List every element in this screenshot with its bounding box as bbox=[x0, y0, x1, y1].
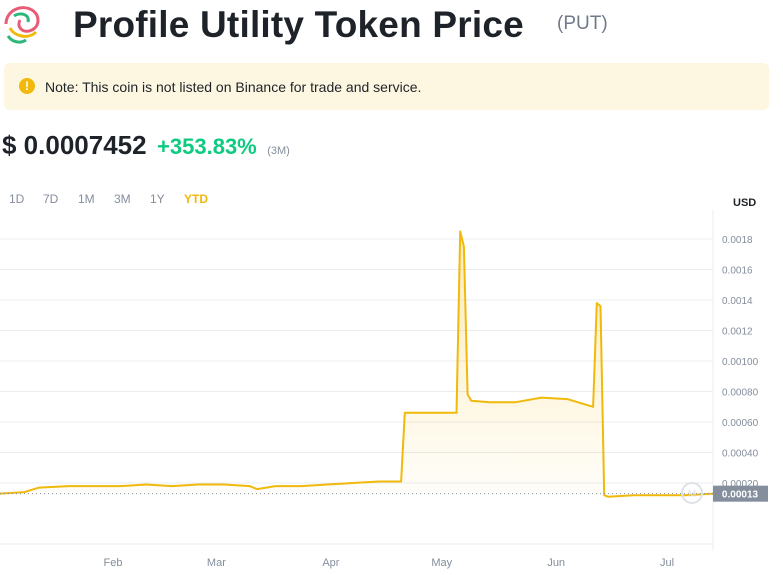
tab-3m[interactable]: 3M bbox=[114, 192, 131, 206]
tab-1m[interactable]: 1M bbox=[78, 192, 95, 206]
current-price: $ 0.0007452 bbox=[2, 130, 147, 160]
y-tick-label: 0.0016 bbox=[722, 266, 753, 277]
x-tick-label: May bbox=[431, 557, 452, 569]
tab-ytd[interactable]: YTD bbox=[184, 192, 208, 206]
watermark-icon: M bbox=[681, 482, 703, 504]
price-chart[interactable]: 0.00020 0.00040 0.00060 0.00080 0.00100 0.001… bbox=[0, 210, 783, 575]
current-price-badge bbox=[713, 485, 768, 502]
price-line bbox=[0, 230, 713, 498]
tab-1y[interactable]: 1Y bbox=[150, 192, 165, 206]
price-row: $ 0.0007452 +353.83% (3M) bbox=[2, 130, 290, 161]
page-header: Profile Utility Token Price (PUT) bbox=[0, 0, 783, 52]
x-tick-label: Jul bbox=[660, 557, 674, 569]
y-tick-label: 0.00100 bbox=[722, 357, 759, 368]
y-tick-label: 0.00040 bbox=[722, 449, 759, 460]
note-text: Note: This coin is not listed on Binance… bbox=[45, 79, 422, 95]
x-tick-label: Mar bbox=[207, 557, 226, 569]
y-tick-label: 0.00020 bbox=[722, 479, 759, 490]
token-symbol: (PUT) bbox=[557, 13, 608, 34]
y-tick-label: 0.0014 bbox=[722, 296, 753, 307]
x-tick-label: Jun bbox=[547, 557, 565, 569]
y-tick-label: 0.0018 bbox=[722, 235, 753, 246]
currency-label: USD bbox=[733, 197, 757, 209]
y-tick-label: 0.00060 bbox=[722, 418, 759, 429]
page-title: Profile Utility Token Price bbox=[73, 4, 524, 45]
y-tick-label: 0.0012 bbox=[722, 327, 753, 338]
x-tick-label: Feb bbox=[104, 557, 123, 569]
tab-7d[interactable]: 7D bbox=[43, 192, 59, 206]
price-area bbox=[0, 231, 713, 497]
change-period: (3M) bbox=[267, 145, 290, 157]
exclamation-icon: ! bbox=[19, 78, 35, 94]
price-change: +353.83% bbox=[157, 134, 257, 159]
listing-note-banner: ! Note: This coin is not listed on Binan… bbox=[4, 63, 769, 110]
current-price-label: 0.00013 bbox=[722, 490, 759, 501]
svg-text:M: M bbox=[688, 489, 696, 500]
tab-1d[interactable]: 1D bbox=[9, 192, 25, 206]
x-tick-label: Apr bbox=[322, 557, 339, 569]
put-logo-icon bbox=[4, 6, 40, 44]
y-tick-label: 0.00080 bbox=[722, 388, 759, 399]
